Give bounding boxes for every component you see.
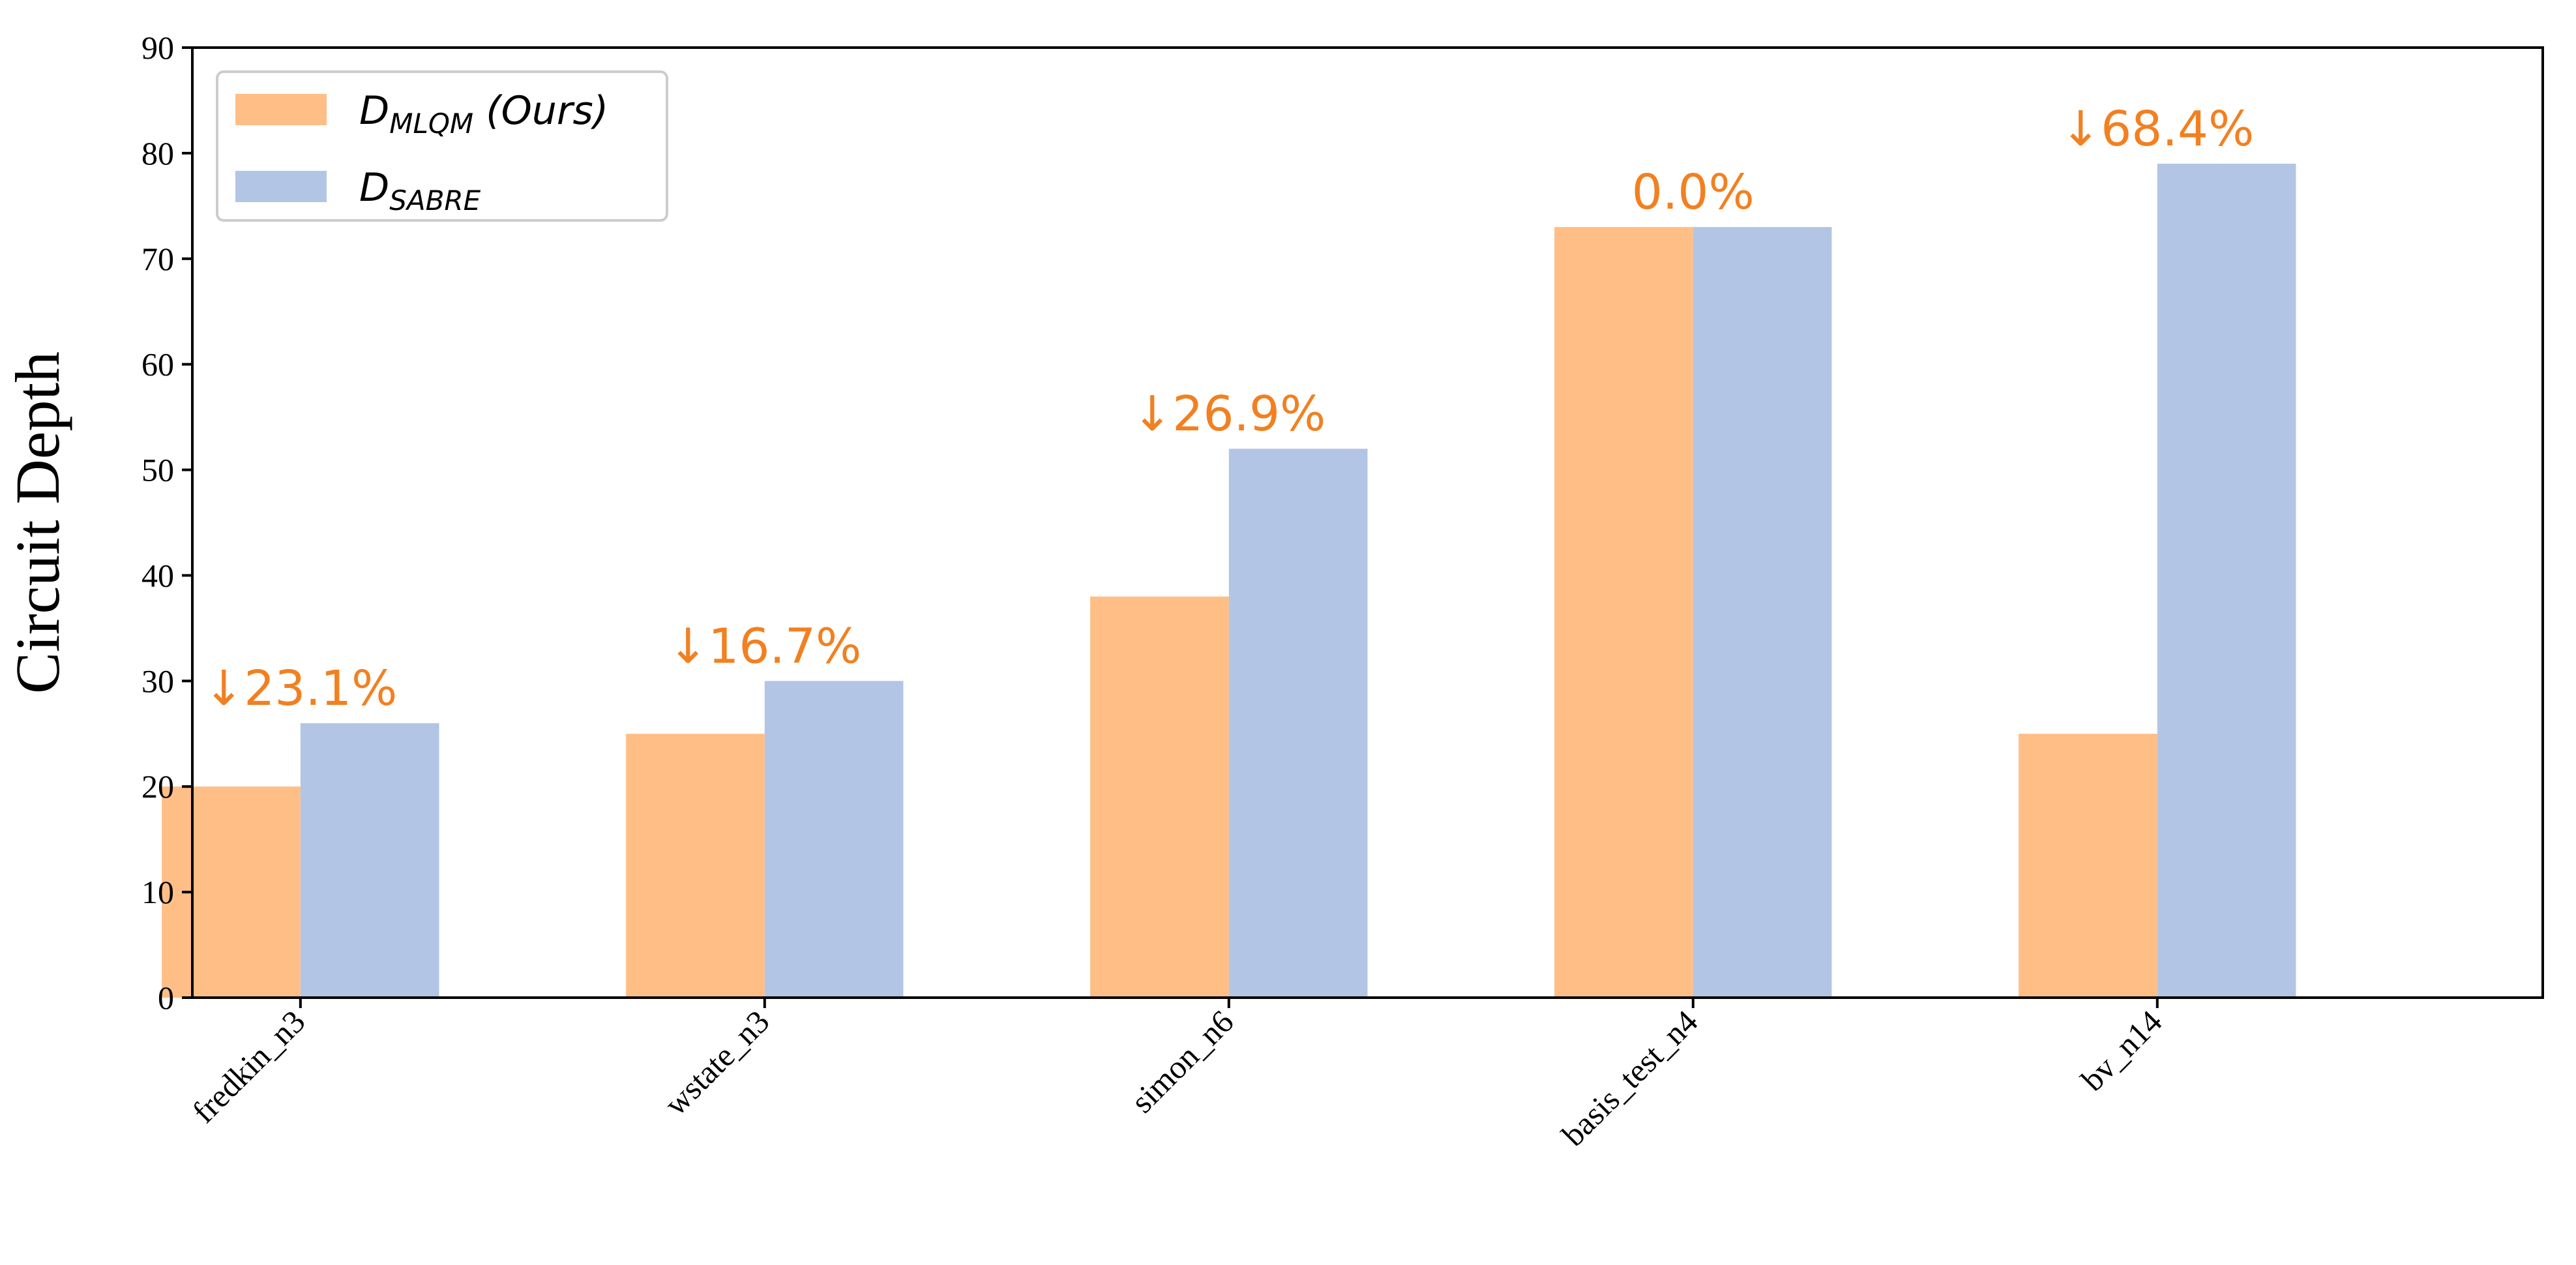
y-tick-label-80: 80 — [141, 135, 174, 171]
y-tick-label-40: 40 — [141, 557, 174, 593]
bar-sabre-bv_n14 — [2157, 164, 2296, 998]
y-axis-label: Circuit Depth — [3, 351, 72, 694]
x-tick-label-simon_n6: simon_n6 — [1124, 1003, 1241, 1120]
x-tick-label-fredkin_n3: fredkin_n3 — [185, 1003, 312, 1130]
bar-mlqm-wstate_n3 — [626, 734, 765, 998]
bar-mlqm-bv_n14 — [2019, 734, 2157, 998]
annotation-basis_test_n4: 0.0% — [1632, 164, 1754, 220]
annotation-bv_n14: ↓68.4% — [2060, 101, 2254, 157]
bar-sabre-wstate_n3 — [764, 681, 904, 998]
legend-frame — [216, 70, 668, 222]
y-tick-label-70: 70 — [141, 241, 174, 277]
annotation-fredkin_n3: ↓23.1% — [203, 661, 397, 717]
y-tick-label-60: 60 — [141, 346, 174, 383]
bars-layer — [162, 164, 2296, 998]
y-tick-label-20: 20 — [141, 768, 174, 805]
y-tick-label-10: 10 — [141, 874, 174, 910]
annotations-layer: ↓23.1% ↓16.7% ↓26.9% 0.0% ↓68.4% — [203, 101, 2254, 717]
y-tick-label-90: 90 — [141, 29, 174, 66]
y-tick-label-0: 0 — [158, 979, 174, 1016]
annotation-simon_n6: ↓26.9% — [1132, 386, 1325, 442]
x-tick-label-basis_test_n4: basis_test_n4 — [1554, 1003, 1704, 1153]
bar-mlqm-simon_n6 — [1090, 596, 1229, 998]
plot-frame — [191, 46, 2544, 999]
legend-label-mlqm: DMLQM (Ours) — [359, 88, 608, 140]
legend-swatch-mlqm — [235, 94, 327, 125]
y-tick-label-30: 30 — [141, 662, 174, 699]
bar-sabre-fredkin_n3 — [300, 723, 439, 998]
bar-sabre-simon_n6 — [1228, 449, 1368, 998]
y-tick-label-50: 50 — [141, 452, 174, 488]
legend: DMLQM (Ours) DSABRE — [216, 70, 668, 222]
x-tick-label-bv_n14: bv_n14 — [2074, 1003, 2169, 1098]
legend-swatch-sabre — [235, 171, 327, 202]
x-tick-label-wstate_n3: wstate_n3 — [657, 1003, 777, 1122]
bar-mlqm-basis_test_n4 — [1554, 227, 1693, 998]
legend-label-sabre: DSABRE — [359, 165, 481, 216]
bar-sabre-basis_test_n4 — [1693, 227, 1832, 998]
annotation-wstate_n3: ↓16.7% — [668, 618, 861, 674]
